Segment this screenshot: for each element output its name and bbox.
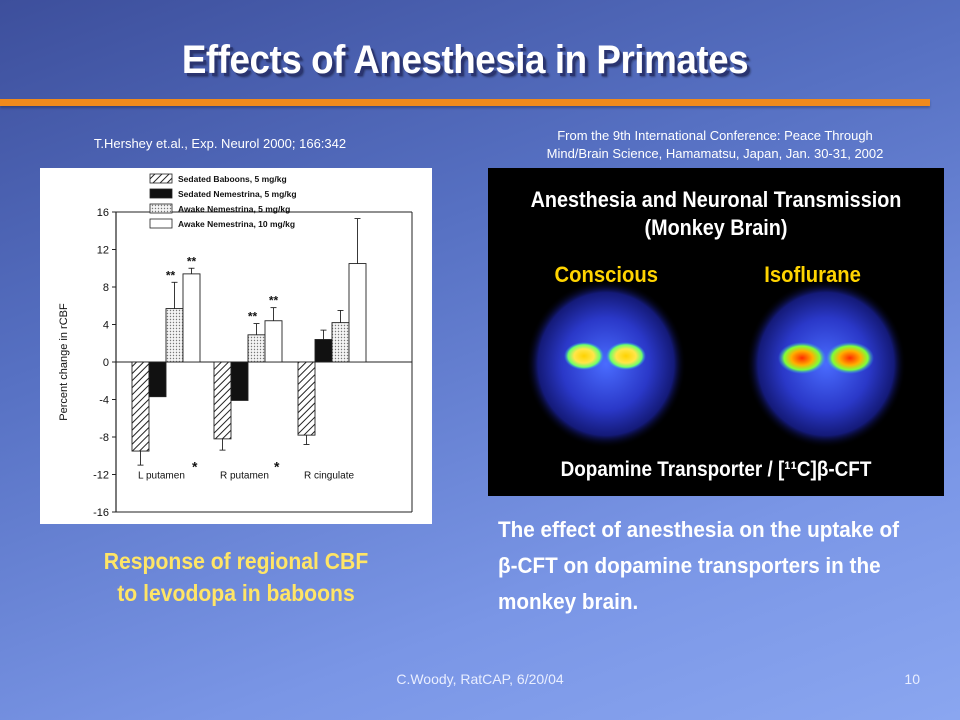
significance-mark: ** [248,310,258,324]
y-tick-label: 12 [97,245,109,257]
label-isoflurane: Isoflurane [764,262,861,287]
title-underline [0,99,930,106]
y-tick-label: 4 [103,320,109,332]
significance-mark: ** [269,294,279,308]
citation-right: From the 9th International Conference: P… [490,127,940,163]
brain-isoflurane [746,280,906,448]
y-axis-label: Percent change in rCBF [58,303,70,421]
brain-title-line1: Anesthesia and Neuronal Transmission [530,187,902,212]
category-significance-mark: * [274,459,280,475]
chart-caption-line2: to levodopa in baboons [117,580,355,606]
pet-brain-image: Anesthesia and Neuronal Transmission (Mo… [488,168,944,496]
bar [213,361,232,440]
legend-entry: Awake Nemestrina, 5 mg/kg [178,204,290,214]
category-label: R putamen [220,470,269,481]
y-tick-label: -12 [93,470,109,482]
brain-bottom-label: Dopamine Transporter / [¹¹C]β-CFT [560,458,872,481]
slide-title: Effects of Anesthesia in Primates [181,38,749,82]
bar [331,322,350,363]
chart-caption-line1: Response of regional CBF [103,548,369,574]
legend-swatch [149,173,173,184]
legend-entry: Awake Nemestrina, 10 mg/kg [178,219,295,229]
significance-mark: ** [166,268,176,282]
brain-caption: The effect of anesthesia on the uptake o… [498,517,900,614]
citation-left: T.Hershey et.al., Exp. Neurol 2000; 166:… [93,136,347,151]
bar [165,308,184,363]
footer-credit: C.Woody, RatCAP, 6/20/04 [396,671,564,687]
bar [182,273,201,363]
chart-caption: Response of regional CBF to levodopa in … [56,545,417,609]
brain-title-line2: (Monkey Brain) [644,215,788,240]
bar [230,361,249,401]
y-tick-label: -8 [99,432,109,444]
bar [131,361,150,452]
category-label: R cingulate [304,470,354,481]
brain-conscious [526,280,686,448]
bar [297,361,316,436]
bar [348,263,367,363]
bar [247,334,266,363]
label-conscious: Conscious [554,262,658,287]
y-tick-label: -16 [93,507,109,519]
bar [148,361,167,398]
y-tick-label: 8 [103,282,109,294]
rcbf-bar-chart: 16 12 8 4 0 -4 -8 -12 -16 Percent change in rCBF S… [40,168,432,524]
pet-scan-illustration [526,280,906,448]
page-number: 10 [904,671,920,687]
bar [314,339,333,363]
significance-mark: ** [187,254,197,268]
y-tick-label: -4 [99,395,109,407]
y-tick-label: 0 [103,357,109,369]
rcbf-bar-chart-svg: 16 12 8 4 0 -4 -8 -12 -16 Percent change in rCBF S… [58,173,413,519]
legend-entry: Sedated Baboons, 5 mg/kg [178,174,287,184]
legend-entry: Sedated Nemestrina, 5 mg/kg [178,189,297,199]
bar [264,320,283,363]
category-label: L putamen [138,470,185,481]
legend-swatch [149,218,173,229]
brain-image-title: Anesthesia and Neuronal Transmission (Mo… [511,186,921,242]
citation-right-line2: Mind/Brain Science, Hamamatsu, Japan, Ja… [546,146,884,161]
citation-right-line1: From the 9th International Conference: P… [557,128,873,143]
legend-swatch [149,188,173,199]
y-tick-label: 16 [97,207,109,219]
legend-swatch [149,203,173,214]
category-significance-mark: * [192,459,198,475]
